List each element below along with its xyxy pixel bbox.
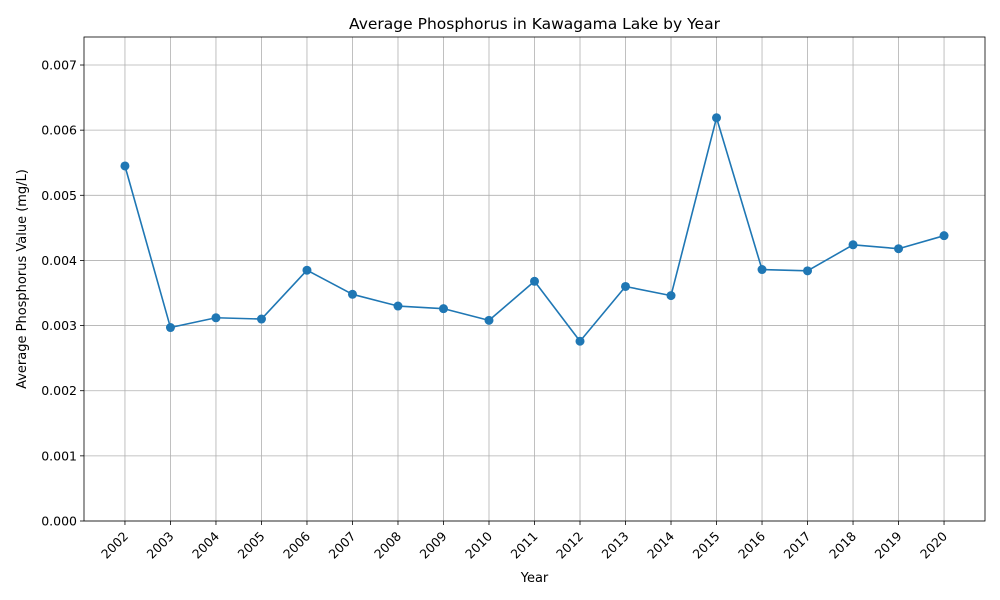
y-tick-label: 0.000: [41, 514, 77, 529]
x-tick-label: 2019: [872, 528, 905, 561]
x-tick-label: 2018: [826, 528, 859, 561]
data-point: [530, 276, 539, 286]
y-tick-label: 0.007: [41, 58, 77, 73]
data-point: [211, 313, 221, 323]
series-layer: [120, 113, 949, 346]
data-point: [575, 336, 585, 346]
data-point: [666, 291, 676, 301]
x-tick-label: 2017: [781, 529, 814, 562]
x-tick-label: 2012: [553, 529, 586, 562]
y-tick-label: 0.004: [41, 253, 77, 268]
x-tick-label: 2009: [417, 528, 450, 561]
data-point: [939, 231, 949, 241]
data-point: [165, 323, 175, 333]
x-tick-label: 2013: [599, 529, 632, 562]
x-tick-label: 2011: [508, 529, 541, 562]
data-point: [347, 289, 357, 299]
data-point: [621, 281, 631, 291]
data-point: [894, 244, 904, 254]
x-tick-label: 2016: [735, 528, 768, 561]
data-point: [120, 161, 130, 171]
y-tick-label: 0.005: [41, 188, 77, 203]
x-tick-label: 2020: [917, 528, 950, 561]
y-axis-label: Average Phosphorus Value (mg/L): [15, 169, 30, 389]
y-tick-label: 0.003: [41, 318, 77, 333]
x-tick-label: 2015: [690, 529, 723, 562]
x-axis-label: Year: [520, 571, 549, 586]
data-point: [302, 265, 312, 275]
data-point: [848, 240, 858, 250]
x-tick-label: 2006: [280, 528, 313, 561]
x-tick-label: 2002: [98, 529, 131, 562]
x-axis-ticks: 2002 2003 2004 2005 2006 2007 2008 2009 2010 2011…: [98, 521, 950, 562]
data-point: [393, 301, 403, 311]
data-point: [757, 265, 767, 275]
data-point: [438, 304, 448, 314]
y-tick-label: 0.006: [41, 123, 77, 138]
grid: [84, 37, 985, 522]
y-tick-label: 0.002: [41, 383, 77, 398]
x-tick-label: 2014: [644, 528, 677, 561]
x-tick-label: 2004: [189, 528, 222, 561]
data-point: [484, 315, 494, 325]
data-point: [256, 314, 266, 324]
x-tick-label: 2005: [234, 529, 267, 562]
x-tick-label: 2003: [143, 529, 176, 562]
data-point: [803, 266, 813, 276]
chart-title: Average Phosphorus in Kawagama Lake by Y…: [349, 15, 721, 33]
x-tick-label: 2007: [325, 529, 358, 562]
x-tick-label: 2008: [371, 528, 404, 561]
y-axis-ticks: 0.000 0.001 0.002 0.003 0.004 0.005 0.006 0.007: [41, 58, 84, 529]
y-tick-label: 0.001: [41, 448, 77, 463]
x-tick-label: 2010: [462, 528, 495, 561]
data-point: [712, 113, 722, 123]
